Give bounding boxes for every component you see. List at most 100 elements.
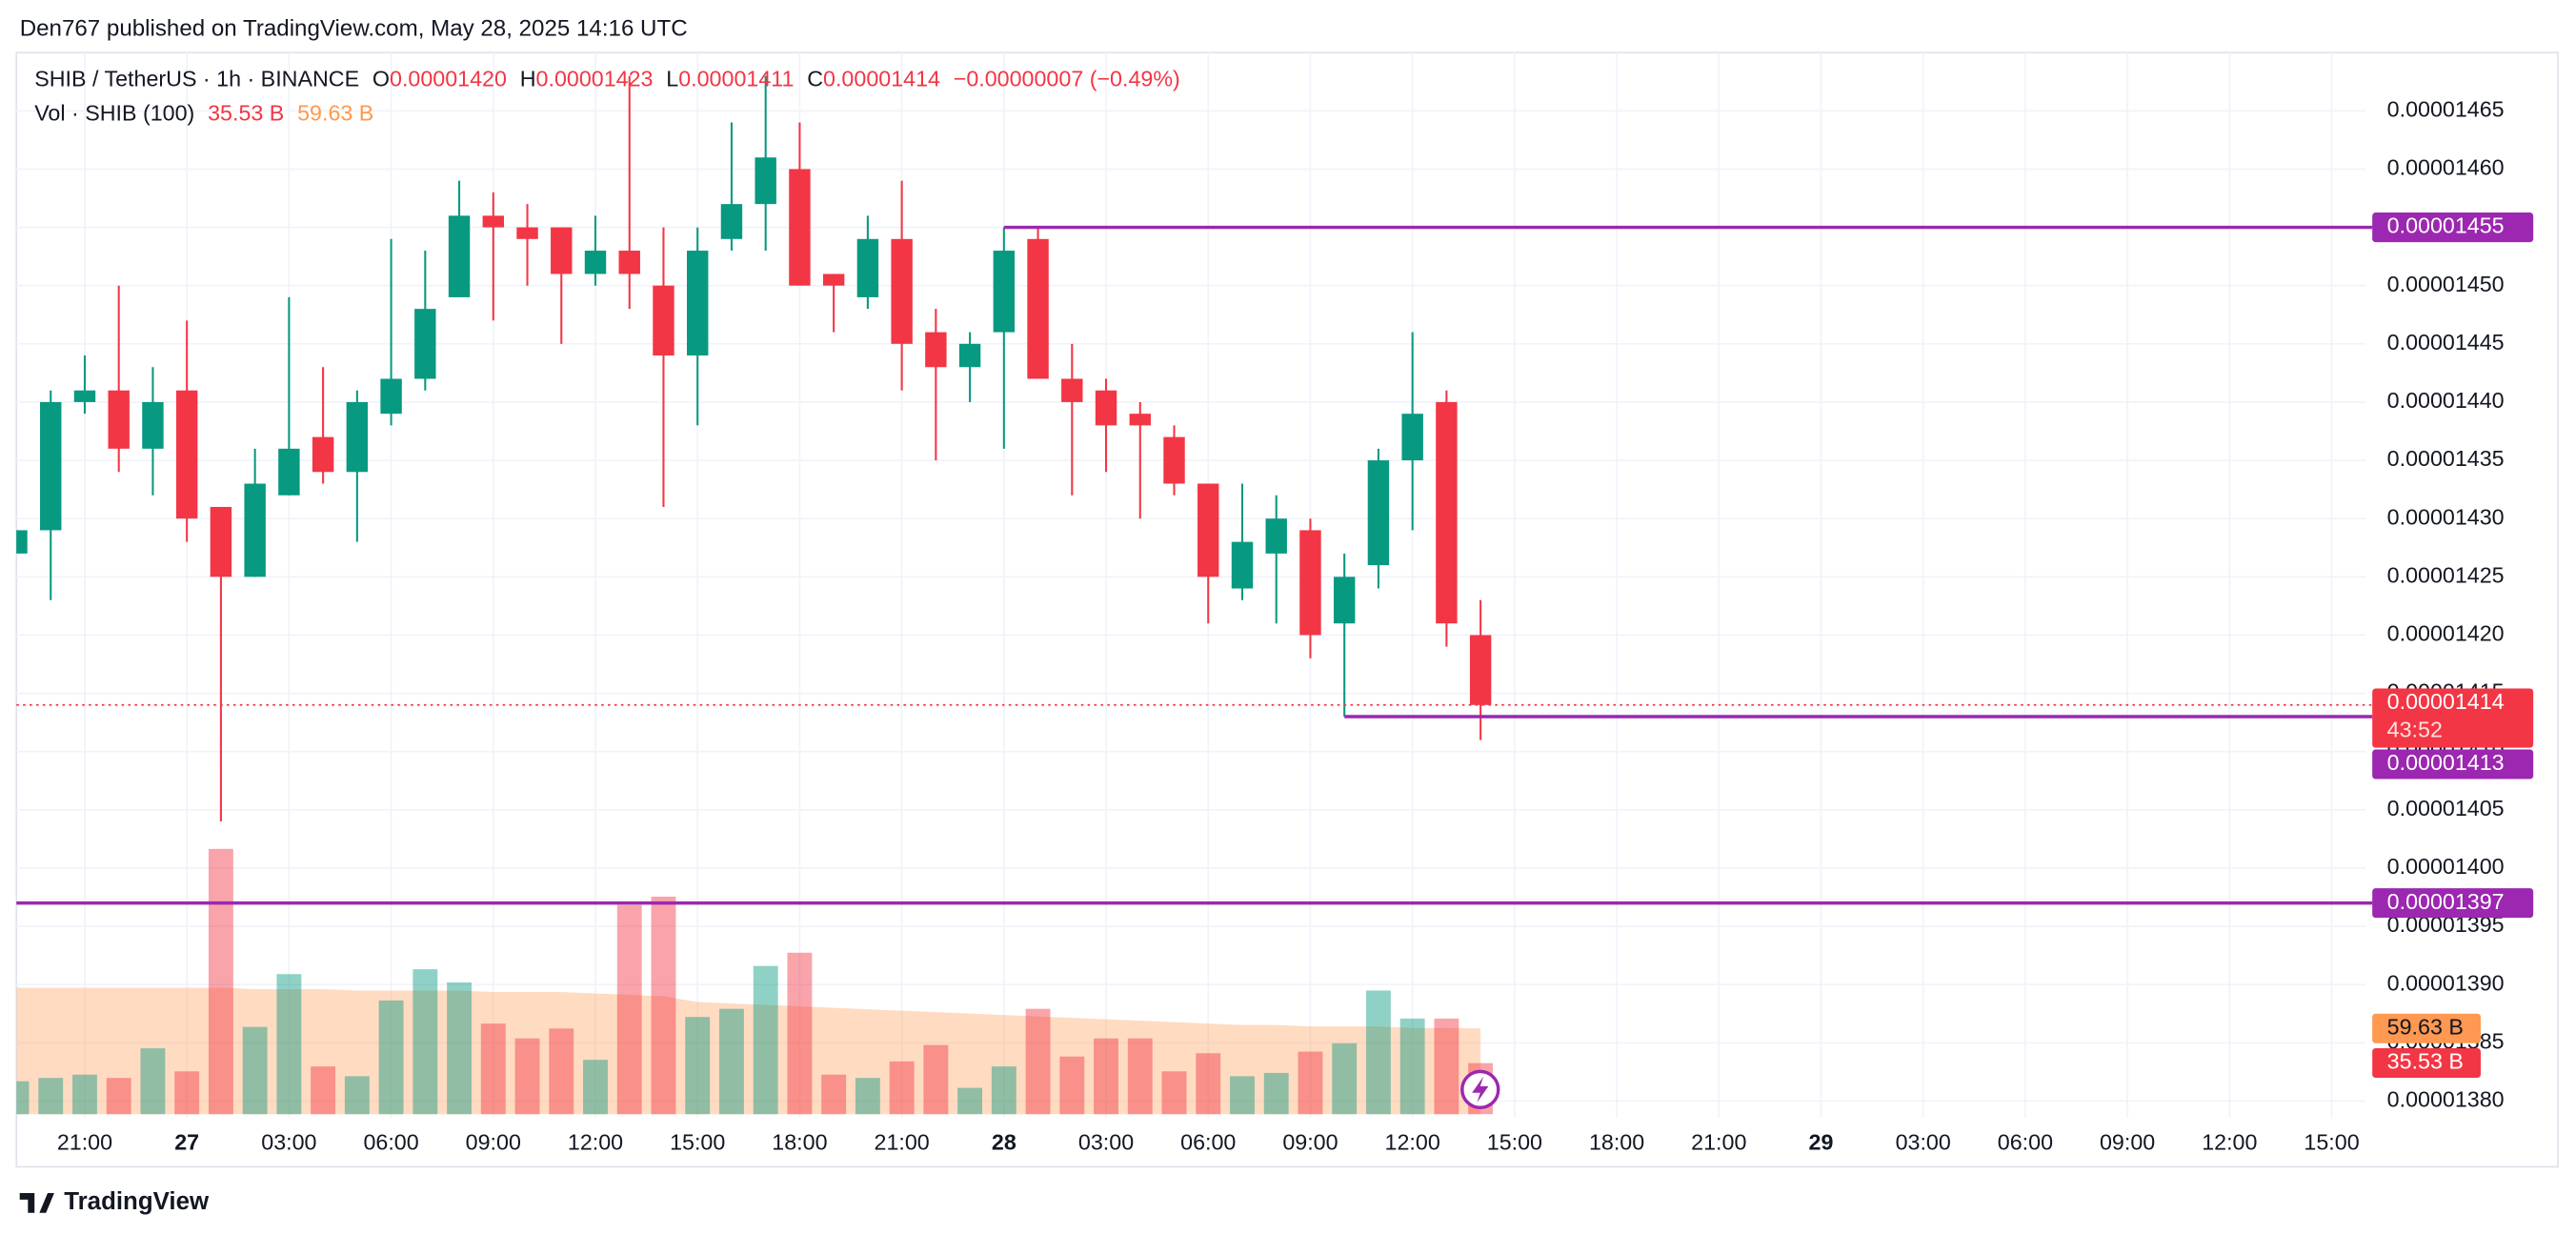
candle-body bbox=[1367, 460, 1390, 566]
level-label: 0.00001455 bbox=[2387, 213, 2505, 238]
volume-bar bbox=[1127, 1038, 1153, 1115]
candle-body bbox=[210, 506, 232, 577]
logo-mark bbox=[19, 1193, 54, 1213]
x-tick-label: 03:00 bbox=[261, 1129, 316, 1154]
y-tick-label: 0.00001440 bbox=[2387, 388, 2505, 413]
volume-bar bbox=[787, 952, 813, 1115]
volume-bar bbox=[1399, 1018, 1425, 1115]
candle-body bbox=[958, 343, 981, 368]
volume-bar bbox=[1434, 1018, 1459, 1115]
volume-bar bbox=[16, 1081, 30, 1115]
x-tick-label: 12:00 bbox=[1385, 1129, 1440, 1154]
y-tick-label: 0.00001390 bbox=[2387, 970, 2505, 995]
y-tick-label: 0.00001445 bbox=[2387, 330, 2505, 354]
volume-bar bbox=[923, 1044, 949, 1115]
alert-icon[interactable] bbox=[1460, 1069, 1500, 1110]
legend-value: 0.00001411 bbox=[678, 67, 794, 91]
volume-bar bbox=[549, 1028, 574, 1115]
candle-body bbox=[755, 157, 776, 205]
x-tick-label: 15:00 bbox=[1487, 1129, 1542, 1154]
y-tick-label: 0.00001425 bbox=[2387, 562, 2505, 587]
x-tick-label: 09:00 bbox=[2100, 1129, 2155, 1154]
x-tick-label: 09:00 bbox=[466, 1129, 521, 1154]
x-tick-label: 06:00 bbox=[1180, 1129, 1236, 1154]
candle-body bbox=[1163, 436, 1185, 484]
candle-body bbox=[142, 401, 164, 449]
candle-body bbox=[414, 309, 436, 379]
volume-bar bbox=[174, 1071, 200, 1115]
legend-value: 0.00001420 bbox=[390, 67, 507, 91]
candle-body bbox=[1061, 378, 1083, 402]
level-label: 0.00001413 bbox=[2387, 750, 2505, 775]
candle-body bbox=[891, 238, 913, 344]
candle-body bbox=[448, 215, 471, 297]
candle-body bbox=[1299, 530, 1321, 636]
volume-bar bbox=[140, 1048, 166, 1115]
candle-body bbox=[1095, 390, 1117, 426]
volume-bar bbox=[583, 1060, 608, 1115]
footer: TradingView bbox=[64, 1188, 210, 1215]
x-tick-label: 21:00 bbox=[875, 1129, 930, 1154]
volume-pane bbox=[16, 848, 1494, 1115]
x-tick-label: 18:00 bbox=[772, 1129, 827, 1154]
legend-key: O bbox=[372, 67, 390, 91]
legend-title: SHIB / TetherUS · 1h · BINANCE bbox=[34, 67, 359, 91]
volume-ma-label: 59.63 B bbox=[2387, 1014, 2464, 1039]
candle-body bbox=[1469, 635, 1492, 705]
volume-bar bbox=[514, 1038, 540, 1115]
y-tick-label: 0.00001380 bbox=[2387, 1087, 2505, 1112]
volume-bar bbox=[276, 974, 302, 1115]
candle-body bbox=[346, 401, 369, 473]
legend-key: C bbox=[807, 67, 823, 91]
x-tick-label: 06:00 bbox=[363, 1129, 418, 1154]
volume-bar bbox=[719, 1008, 744, 1115]
x-tick-label: 18:00 bbox=[1589, 1129, 1644, 1154]
candle-body bbox=[551, 227, 573, 274]
volume-ma-last: 59.63 B bbox=[297, 101, 373, 126]
y-tick-label: 0.00001405 bbox=[2387, 796, 2505, 820]
volume-bar bbox=[1263, 1072, 1289, 1115]
x-tick-label: 09:00 bbox=[1282, 1129, 1338, 1154]
footer-logo bbox=[19, 1193, 54, 1213]
volume-last: 35.53 B bbox=[208, 101, 284, 126]
volume-bar bbox=[344, 1076, 370, 1115]
volume-bar bbox=[106, 1078, 131, 1115]
volume-box bbox=[2372, 1047, 2481, 1078]
volume-bar bbox=[208, 848, 233, 1115]
price-label: 0.00001414 bbox=[2387, 689, 2505, 714]
volume-label: 35.53 B bbox=[2387, 1049, 2464, 1074]
x-tick-label: 29 bbox=[1809, 1129, 1834, 1154]
volume-bar bbox=[1025, 1008, 1051, 1115]
volume-bar bbox=[855, 1078, 880, 1115]
x-tick-label: 21:00 bbox=[57, 1129, 112, 1154]
y-tick-label: 0.00001420 bbox=[2387, 621, 2505, 646]
volume-bar bbox=[616, 904, 642, 1115]
legend-key: L bbox=[666, 67, 678, 91]
candle-body bbox=[653, 285, 674, 356]
volume-bar bbox=[311, 1066, 336, 1115]
volume-bar bbox=[1196, 1053, 1221, 1115]
candle-body bbox=[73, 390, 96, 402]
candle-body bbox=[482, 215, 505, 228]
candle-body bbox=[584, 251, 607, 274]
candle-body bbox=[380, 378, 402, 415]
legend-value: 0.00001414 bbox=[823, 67, 940, 91]
legend-key: H bbox=[520, 67, 536, 91]
volume-ma-box bbox=[2372, 1013, 2481, 1043]
candle-body bbox=[1333, 577, 1356, 624]
candle-body bbox=[40, 401, 62, 531]
candles bbox=[16, 75, 1492, 822]
volume-bar bbox=[413, 969, 438, 1115]
volume-bar bbox=[753, 965, 778, 1115]
candle-body bbox=[1027, 238, 1049, 379]
candle-body bbox=[244, 483, 266, 577]
y-tick-label: 0.00001465 bbox=[2387, 96, 2505, 121]
level-label: 0.00001397 bbox=[2387, 889, 2505, 914]
volume-bar bbox=[378, 1000, 404, 1115]
volume-bar bbox=[889, 1061, 915, 1115]
legend: SHIB / TetherUS · 1h · BINANCE O0.0000142… bbox=[34, 67, 1180, 91]
icon-bolt[interactable] bbox=[1472, 1076, 1489, 1103]
volume-bar bbox=[447, 982, 472, 1115]
